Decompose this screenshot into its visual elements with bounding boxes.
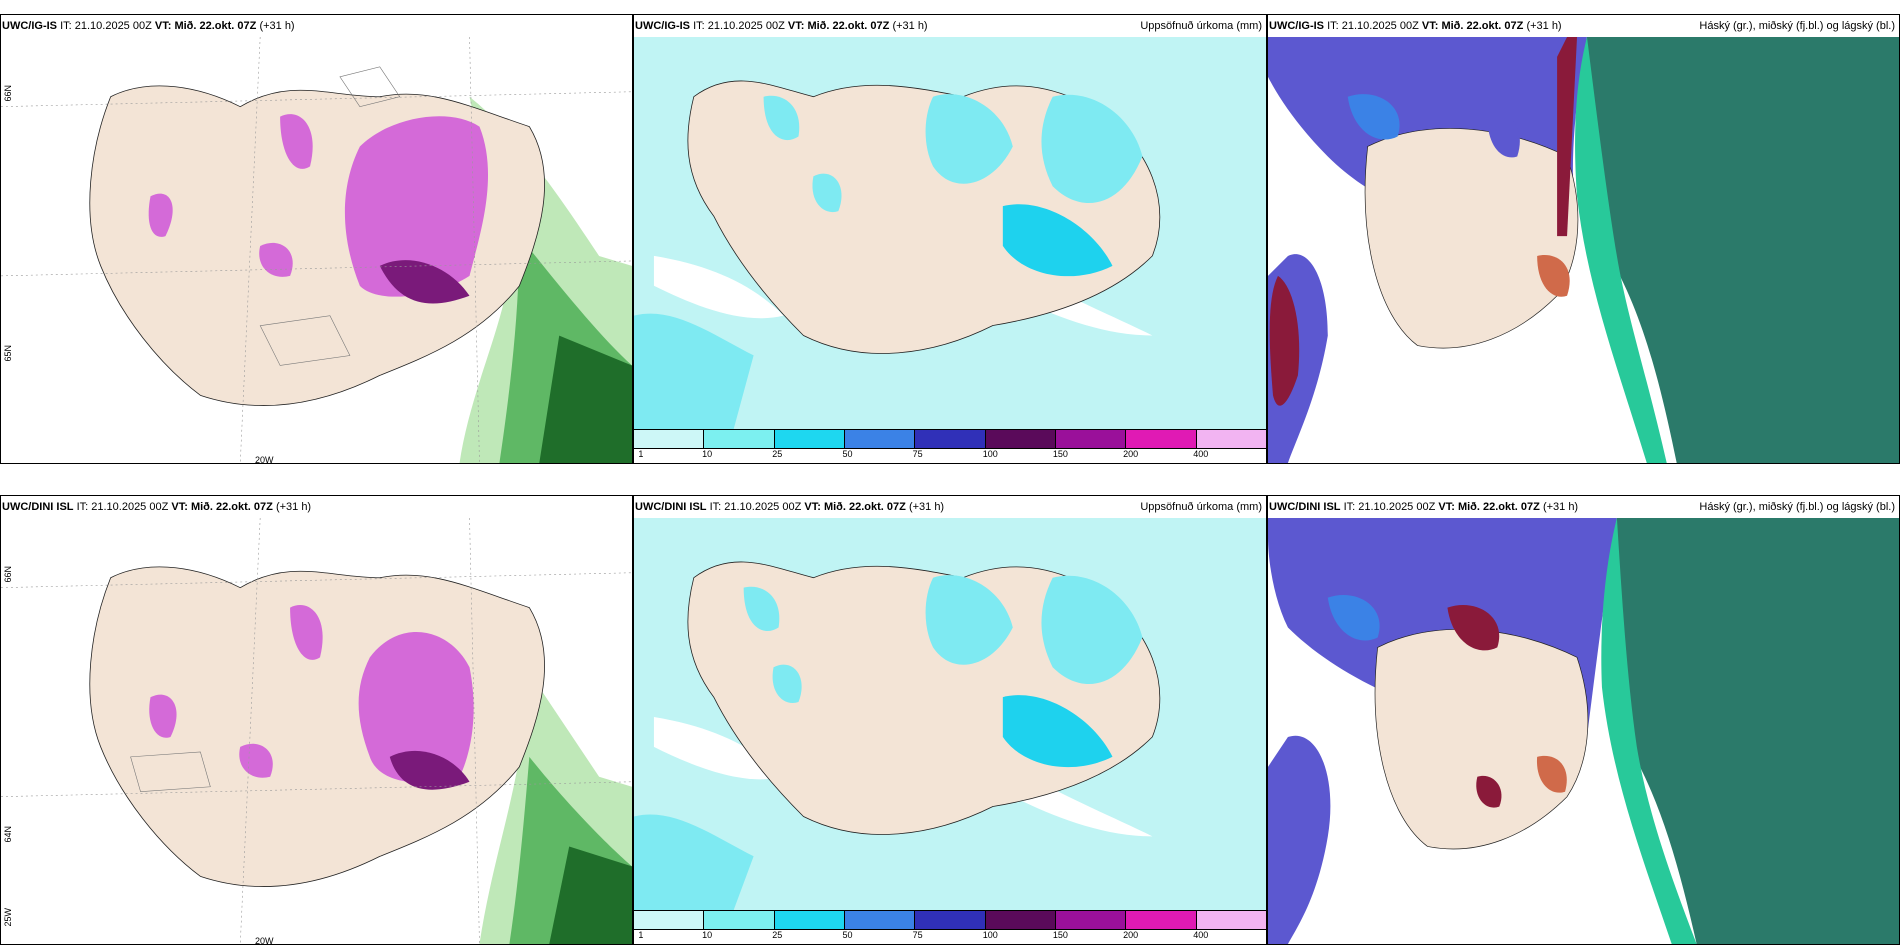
colorbar-cell — [634, 430, 705, 448]
lat-label: 25W — [3, 908, 13, 927]
colorbar-cell — [704, 430, 775, 448]
colorbar-cell — [915, 911, 986, 929]
colorbar-label: 25 — [772, 930, 783, 940]
colorbar-label: 200 — [1123, 449, 1139, 459]
colorbar-cell — [985, 430, 1056, 448]
cloud-panel-bottom: UWC/DINI ISL IT: 21.10.2025 00Z VT: Mið.… — [1267, 495, 1900, 945]
precip-panel-top: UWC/IG-IS IT: 21.10.2025 00Z VT: Mið. 22… — [633, 14, 1267, 464]
colorbar-cell — [1126, 911, 1197, 929]
colorbar-cell — [915, 430, 986, 448]
colorbar-label: 400 — [1193, 930, 1209, 940]
cloud-panel-top: UWC/IG-IS IT: 21.10.2025 00Z VT: Mið. 22… — [1267, 14, 1900, 464]
colorbar-cell — [774, 430, 845, 448]
lat-label: 64N — [3, 826, 13, 843]
lat-label: 65N — [3, 345, 13, 362]
colorbar-cell — [1196, 911, 1266, 929]
colorbar-cell — [844, 911, 916, 929]
map-area — [634, 518, 1266, 910]
panel-header: UWC/IG-IS IT: 21.10.2025 00Z VT: Mið. 22… — [1, 15, 632, 37]
lon-label: 20W — [255, 455, 274, 464]
colorbar-cell — [704, 911, 775, 929]
map-area — [1268, 518, 1899, 944]
panel-title: Háský (gr.), miðský (fj.bl.) og lágský (… — [1699, 20, 1895, 32]
panel-header: UWC/IG-IS IT: 21.10.2025 00Z VT: Mið. 22… — [634, 15, 1266, 37]
colorbar-cell — [1126, 430, 1197, 448]
map-area — [634, 37, 1266, 429]
panel-header: UWC/DINI ISL IT: 21.10.2025 00Z VT: Mið.… — [634, 496, 1266, 518]
panel-header: UWC/DINI ISL IT: 21.10.2025 00Z VT: Mið.… — [1, 496, 632, 518]
wind-snow-panel-bottom: UWC/DINI ISL IT: 21.10.2025 00Z VT: Mið.… — [0, 495, 633, 945]
colorbar-label: 150 — [1052, 930, 1068, 940]
colorbar-cell — [985, 911, 1056, 929]
map-area — [1, 518, 632, 944]
panel-header: UWC/DINI ISL IT: 21.10.2025 00Z VT: Mið.… — [1268, 496, 1899, 518]
colorbar-label: 75 — [912, 930, 923, 940]
colorbar: 1 10 25 50 75 100 150 200 400 — [634, 910, 1266, 944]
colorbar-cell — [844, 430, 916, 448]
colorbar-cell — [1196, 430, 1266, 448]
map-area — [1, 37, 632, 463]
colorbar-label: 100 — [982, 930, 998, 940]
colorbar-label: 10 — [702, 930, 713, 940]
colorbar-label: 50 — [842, 930, 853, 940]
panel-title: Uppsöfnuð úrkoma (mm) — [1140, 20, 1262, 32]
lat-label: 66N — [3, 566, 13, 583]
wind-snow-panel-top: UWC/IG-IS IT: 21.10.2025 00Z VT: Mið. 22… — [0, 14, 633, 464]
map-area — [1268, 37, 1899, 463]
colorbar-label: 10 — [702, 449, 713, 459]
lat-label: 66N — [3, 85, 13, 102]
colorbar-cell — [774, 911, 845, 929]
colorbar: 1 10 25 50 75 100 150 200 400 — [634, 429, 1266, 463]
colorbar-label: 150 — [1052, 449, 1068, 459]
colorbar-label: 100 — [982, 449, 998, 459]
precip-panel-bottom: UWC/DINI ISL IT: 21.10.2025 00Z VT: Mið.… — [633, 495, 1267, 945]
colorbar-label: 200 — [1123, 930, 1139, 940]
colorbar-cell — [1055, 430, 1127, 448]
panel-header: UWC/IG-IS IT: 21.10.2025 00Z VT: Mið. 22… — [1268, 15, 1899, 37]
panel-title: Háský (gr.), miðský (fj.bl.) og lágský (… — [1699, 501, 1895, 513]
colorbar-cell — [1055, 911, 1127, 929]
colorbar-cell — [634, 911, 705, 929]
lon-label: 20W — [255, 936, 274, 945]
colorbar-label: 400 — [1193, 449, 1209, 459]
colorbar-label: 1 — [638, 930, 644, 940]
colorbar-label: 25 — [772, 449, 783, 459]
colorbar-label: 1 — [638, 449, 644, 459]
colorbar-label: 75 — [912, 449, 923, 459]
panel-title: Uppsöfnuð úrkoma (mm) — [1140, 501, 1262, 513]
colorbar-label: 50 — [842, 449, 853, 459]
